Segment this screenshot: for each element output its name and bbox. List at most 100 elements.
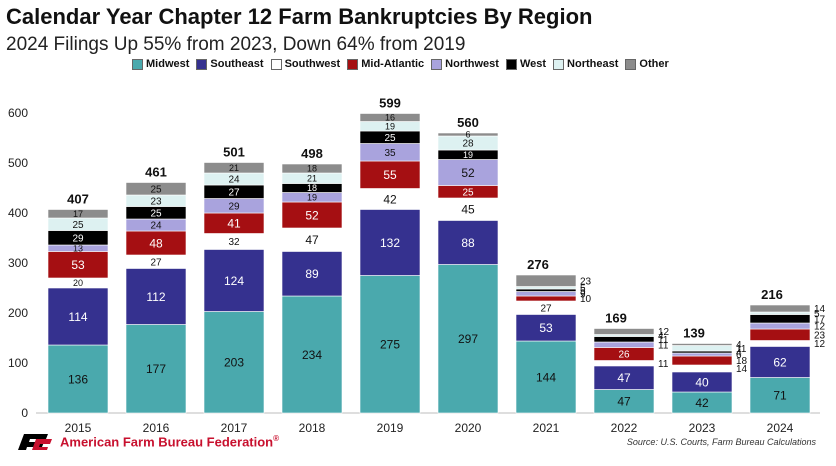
data-label: 47 [617, 395, 631, 409]
legend-swatch-other [625, 58, 637, 70]
data-label: 112 [146, 290, 165, 304]
data-label: 132 [380, 236, 400, 250]
bar-segment-west [749, 314, 811, 324]
bar-segment-other [281, 163, 343, 174]
bar-segment-southeast [47, 287, 109, 346]
data-label: 25 [462, 187, 474, 198]
x-tick-label: 2024 [767, 421, 794, 435]
bar-segment-northwest [437, 159, 499, 186]
bar-segment-midwest [125, 324, 187, 414]
bar-segment-mid-atlantic [125, 230, 187, 256]
bar-segment-southwest [594, 360, 654, 366]
legend-label: Other [639, 58, 669, 70]
x-tick-label: 2021 [533, 421, 560, 435]
data-label: 40 [695, 375, 709, 389]
total-label: 560 [457, 115, 479, 130]
legend-swatch-mid-atlantic [347, 58, 359, 70]
trademark-mark: ® [273, 434, 280, 444]
data-label: 23 [150, 196, 162, 207]
data-label: 19 [307, 192, 317, 202]
data-label: 275 [380, 338, 400, 352]
legend-item-northeast: Northeast [553, 58, 618, 70]
y-tick-label: 300 [8, 256, 28, 270]
data-label: 114 [68, 310, 87, 324]
bar-segment-southwest [126, 255, 186, 269]
data-label: 17 [73, 209, 83, 219]
bar-segment-northeast [671, 345, 733, 352]
data-label: 53 [71, 258, 85, 272]
data-label: 42 [383, 192, 397, 206]
bar-segment-other [359, 113, 421, 122]
x-tick-label: 2017 [221, 421, 248, 435]
total-label: 498 [301, 146, 323, 161]
chart-legend: Midwest Southeast Southwest Mid-Atlantic Nor… [132, 58, 669, 70]
bar-segment-southeast [359, 209, 421, 276]
bar-segment-west [515, 288, 577, 292]
legend-label: Northeast [567, 58, 619, 70]
x-tick-label: 2019 [377, 421, 404, 435]
data-label: 19 [463, 150, 473, 160]
data-label: 45 [461, 203, 475, 217]
data-label: 24 [228, 175, 240, 186]
bar-segment-northeast [515, 286, 577, 290]
legend-label: Midwest [146, 58, 190, 70]
data-label: 32 [228, 237, 240, 248]
bar-segment-midwest [749, 377, 811, 414]
bar-segment-southeast [515, 314, 577, 342]
y-tick-label: 200 [8, 306, 28, 320]
data-label: 144 [536, 370, 556, 384]
data-label: 16 [385, 113, 395, 123]
bar-segment-southwest [438, 198, 498, 221]
y-tick-label: 0 [21, 406, 28, 420]
bar-segment-other [203, 162, 265, 174]
legend-item-midwest: Midwest [132, 58, 189, 70]
bar-segment-other [593, 328, 655, 335]
legend-swatch-northwest [431, 58, 443, 70]
data-label: 136 [68, 372, 88, 386]
bar-segment-midwest [281, 295, 343, 414]
data-label: 12 [814, 339, 826, 350]
bar-segment-mid-atlantic [515, 295, 577, 302]
bar-segment-northwest [671, 352, 733, 357]
chart-title: Calendar Year Chapter 12 Farm Bankruptci… [6, 4, 593, 29]
legend-item-other: Other [625, 58, 669, 70]
y-tick-label: 500 [8, 156, 28, 170]
bar-segment-other [47, 209, 109, 219]
data-label: 203 [224, 356, 244, 370]
bar-segment-midwest [203, 311, 265, 414]
bar-segment-southwest [204, 233, 264, 250]
bar-segment-other [671, 343, 733, 346]
data-label: 27 [150, 257, 162, 268]
data-label: 9 [580, 289, 586, 300]
data-label: 11 [658, 359, 669, 370]
legend-label: West [519, 58, 547, 70]
bar-segment-southwest [282, 228, 342, 252]
data-label: 52 [461, 166, 475, 180]
bar-segment-mid-atlantic [749, 328, 811, 341]
bar-segment-west [593, 336, 655, 343]
legend-swatch-northeast [553, 58, 565, 70]
x-tick-label: 2015 [65, 421, 92, 435]
bar-segment-southwest [672, 365, 732, 372]
data-label: 13 [73, 243, 83, 253]
x-tick-label: 2023 [689, 421, 716, 435]
data-label: 20 [73, 278, 83, 288]
total-label: 276 [527, 257, 549, 272]
data-label: 5 [580, 283, 586, 294]
bar-segment-southeast [125, 268, 187, 325]
data-label: 18 [307, 183, 317, 193]
legend-label: Southeast [210, 58, 264, 70]
bar-segment-northwest [749, 322, 811, 330]
data-label: 24 [150, 221, 162, 232]
bar-segment-southwest [360, 188, 420, 210]
data-label: 5 [580, 286, 586, 297]
data-label: 19 [385, 121, 395, 131]
bar-segment-other [749, 304, 811, 313]
bar-segment-southeast [203, 249, 265, 312]
legend-label: Mid-Atlantic [361, 58, 425, 70]
data-label: 18 [307, 164, 317, 174]
data-label: 4 [736, 348, 742, 359]
x-tick-label: 2022 [611, 421, 638, 435]
legend-item-southwest: Southwest [270, 58, 340, 70]
x-tick-label: 2018 [299, 421, 326, 435]
